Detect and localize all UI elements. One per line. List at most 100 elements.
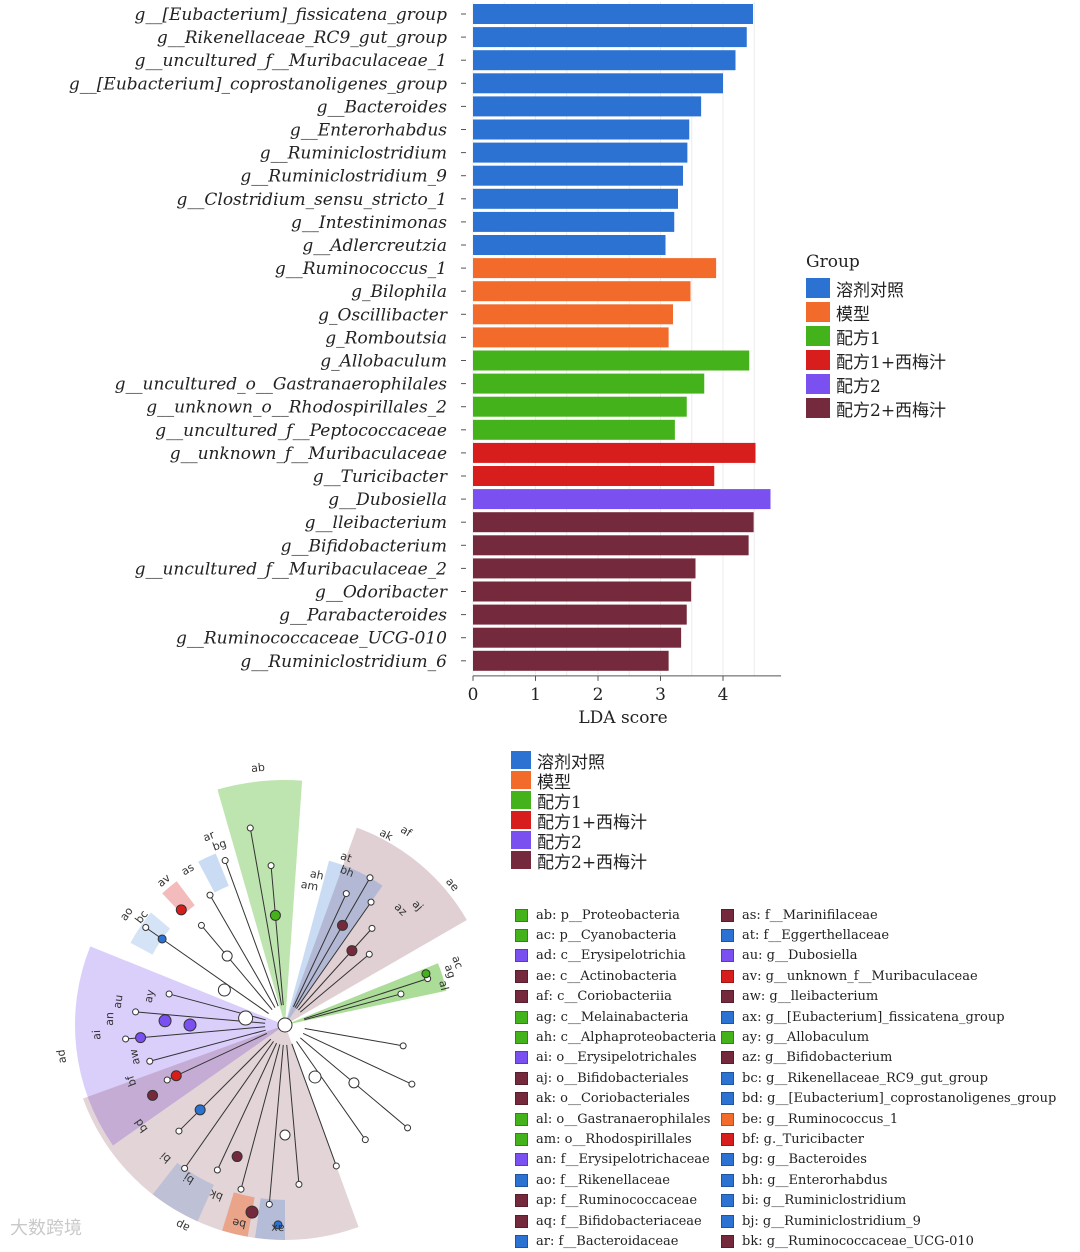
clade-label: ax xyxy=(271,1222,285,1235)
key-label: an: f__Erysipelotrichaceae xyxy=(536,1152,710,1168)
legend-title: Group xyxy=(806,252,860,272)
y-tick-label: g__uncultured_f__Peptococcaceae xyxy=(155,421,447,441)
lda-bar-chart: g__[Eubacterium]_fissicatena_group g__Rik… xyxy=(69,2,781,728)
clade-node xyxy=(175,904,187,916)
key-swatch xyxy=(721,1194,734,1208)
clade-label: bk xyxy=(207,1186,225,1203)
key-label: be: g__Ruminococcus_1 xyxy=(742,1111,899,1127)
key-item: au: g__Dubosiella xyxy=(721,946,1056,966)
key-label: aq: f__Bifidobacteriaceae xyxy=(536,1213,702,1229)
bar xyxy=(473,211,675,232)
clade-label: ap xyxy=(174,1217,192,1235)
branch xyxy=(240,1044,281,1190)
key-swatch xyxy=(515,990,528,1004)
bar xyxy=(473,466,715,486)
key-item: bh: g__Enterorhabdus xyxy=(721,1170,1056,1190)
bar xyxy=(473,558,696,579)
bar xyxy=(473,627,682,648)
leaf-node xyxy=(397,990,405,998)
clade-label: bh xyxy=(338,863,356,880)
key-swatch xyxy=(721,1173,734,1187)
branch xyxy=(166,1032,268,1081)
leaf-node xyxy=(342,890,350,898)
y-tick-label: g__Odoribacter xyxy=(315,583,448,603)
y-tick-label: g__Intestinimonas xyxy=(291,213,447,233)
clade-node xyxy=(346,945,358,957)
key-label: al: o__Gastranaerophilales xyxy=(536,1111,711,1127)
legend-label: 溶剂对照 xyxy=(537,752,605,773)
bar xyxy=(473,119,690,140)
key-label: ar: f__Bacteroidaceae xyxy=(536,1233,679,1249)
leaf-node xyxy=(221,857,229,865)
clade-node xyxy=(421,969,431,979)
key-item: ay: g__Allobaculum xyxy=(721,1027,1056,1047)
legend-swatch xyxy=(511,791,531,809)
leaf-node xyxy=(122,1035,130,1043)
key-item: bk: g__Ruminococcaceae_UCG-010 xyxy=(721,1231,1056,1251)
cladogram-legend-item: 配方2+西梅汁 xyxy=(511,850,648,873)
legend-swatch xyxy=(511,811,531,829)
cladogram-legend-item: 配方1+西梅汁 xyxy=(511,810,647,833)
key-item: az: g__Bifidobacterium xyxy=(721,1048,1056,1068)
key-item: al: o__Gastranaerophilales xyxy=(515,1109,716,1129)
legend-label: 配方2+西梅汁 xyxy=(537,852,648,873)
leaf-node xyxy=(368,924,376,932)
clade-node xyxy=(348,1077,360,1089)
y-tick-label: g__uncultured_f__Muribaculaceae_2 xyxy=(135,559,447,579)
cladogram-key-right: as: f__Marinifilaceae at: f__Eggerthellac… xyxy=(721,905,1056,1252)
key-label: bh: g__Enterorhabdus xyxy=(742,1172,888,1188)
legend-swatch xyxy=(511,751,531,769)
branch xyxy=(149,1029,266,1062)
clade-node xyxy=(157,934,167,944)
legend-item: 配方2 xyxy=(806,372,946,397)
key-swatch xyxy=(515,1234,528,1248)
clade-label: bg xyxy=(211,837,229,854)
key-label: aj: o__Bifidobacteriales xyxy=(536,1070,689,1086)
bar xyxy=(473,4,753,24)
bar xyxy=(473,27,747,48)
clade-label: ay xyxy=(142,988,158,1004)
leaf-node xyxy=(181,1164,189,1172)
legend-swatch xyxy=(806,398,830,418)
key-item: am: o__Rhodospirillales xyxy=(515,1129,716,1149)
clade-label: au xyxy=(111,994,126,1009)
key-label: bk: g__Ruminococcaceae_UCG-010 xyxy=(742,1233,974,1249)
bar xyxy=(473,604,687,625)
clade-sector xyxy=(130,912,171,955)
legend-item: 配方1 xyxy=(806,324,946,349)
legend-label: 溶剂对照 xyxy=(836,280,904,301)
leaf-node xyxy=(237,1185,245,1193)
branch xyxy=(145,927,269,1014)
branch xyxy=(304,1027,404,1047)
key-label: ah: c__Alphaproteobacteria xyxy=(536,1030,717,1046)
branch xyxy=(125,1026,266,1040)
bar xyxy=(473,96,702,117)
clade-label: al xyxy=(436,979,451,992)
key-label: bg: g__Bacteroides xyxy=(742,1152,867,1168)
clade-node xyxy=(238,1010,254,1026)
y-tick-label: g__Ruminococcus_1 xyxy=(275,259,447,279)
branch xyxy=(304,993,402,1021)
leaf-node xyxy=(142,923,150,931)
clade-label: ad xyxy=(54,1049,69,1064)
branch xyxy=(302,1032,413,1085)
y-tick-label: g__Ruminiclostridium xyxy=(260,144,447,164)
key-item: ac: p__Cyanobacteria xyxy=(515,925,716,945)
key-swatch xyxy=(515,1010,528,1024)
key-label: ae: c__Actinobacteria xyxy=(536,968,677,984)
clade-node xyxy=(279,1129,291,1141)
cladogram-legend-item: 配方1 xyxy=(511,790,647,813)
clade-sector xyxy=(152,1162,214,1222)
legend-item: 配方1+西梅汁 xyxy=(806,348,946,373)
clade-node xyxy=(245,1205,259,1219)
bar xyxy=(473,281,691,302)
key-item: ad: c__Erysipelotrichia xyxy=(515,946,716,966)
key-label: ac: p__Cyanobacteria xyxy=(536,928,677,944)
key-item: av: g__unknown_f__Muribaculaceae xyxy=(721,966,1056,986)
clade-label: aw xyxy=(127,1048,143,1066)
leaf-node xyxy=(213,1166,221,1174)
clade-label: ak xyxy=(377,826,395,844)
y-tick-label: g__uncultured_f__Muribaculaceae_1 xyxy=(135,51,447,71)
y-tick-label: g__Enterorhabdus xyxy=(290,121,447,141)
y-tick-label: g__Dubosiella xyxy=(328,490,447,510)
